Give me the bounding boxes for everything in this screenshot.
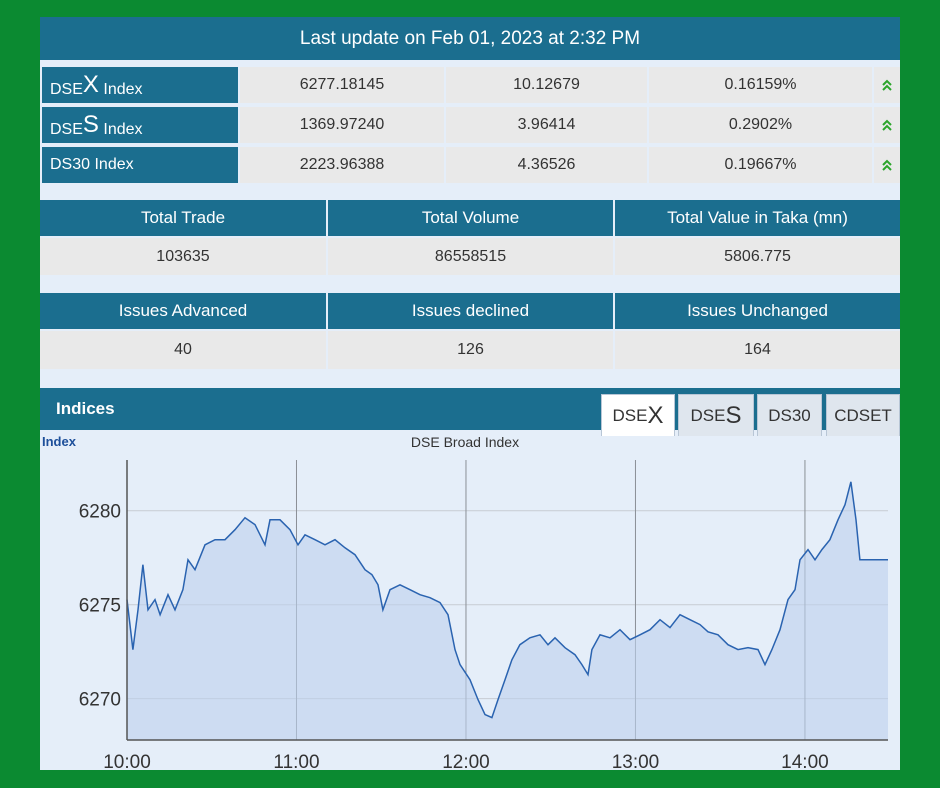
table-value: 40: [40, 331, 326, 369]
line: [126, 481, 888, 719]
table-value: 126: [328, 331, 613, 369]
chart-title: DSE Broad Index: [411, 434, 519, 450]
arrow-icon: [882, 79, 892, 91]
chart-tab[interactable]: DSE S: [678, 394, 754, 436]
table-header: Issues Advanced: [40, 293, 326, 329]
y-tick-label: 6275: [79, 596, 121, 617]
index-percent: 0.2902%: [649, 107, 872, 143]
arrow-icon: [882, 119, 892, 131]
x-tick-label: 10:00: [103, 752, 151, 770]
label-part: Index: [98, 121, 143, 138]
table-header: Total Trade: [40, 200, 326, 236]
header-bar: Last update on Feb 01, 2023 at 2:32 PM: [40, 17, 900, 60]
chart-tab[interactable]: CDSET: [826, 394, 900, 436]
y-tick-label: 6270: [79, 690, 121, 711]
label-part: X: [82, 71, 99, 98]
table-value: 5806.775: [615, 238, 900, 275]
index-label: DS30 Index: [42, 147, 238, 183]
area: [127, 481, 888, 740]
index-change: 10.12679: [446, 67, 647, 103]
label-part: DSE: [50, 81, 83, 98]
table-header: Issues Unchanged: [615, 293, 900, 329]
table-value: 164: [615, 331, 900, 369]
table-header: Issues declined: [328, 293, 613, 329]
y-tick-label: 6280: [79, 502, 121, 523]
x-tick-label: 13:00: [612, 752, 660, 770]
label-part: DSE: [612, 405, 648, 425]
label-part: S: [82, 111, 99, 138]
up-arrow: [874, 67, 900, 103]
index-value: 1369.97240: [240, 107, 444, 143]
table-value: 86558515: [328, 238, 613, 275]
label-part: DS30: [768, 405, 811, 425]
index-change: 3.96414: [446, 107, 647, 143]
index-value: 6277.18145: [240, 67, 444, 103]
x-tick-label: 12:00: [442, 752, 490, 770]
index-label: DSE X Index: [42, 67, 238, 103]
label-part: DSE: [690, 405, 726, 425]
index-label: DSE S Index: [42, 107, 238, 143]
index-percent: 0.19667%: [649, 147, 872, 183]
index-value: 2223.96388: [240, 147, 444, 183]
label-part: DS30 Index: [50, 156, 134, 173]
indices-bar: Indices: [40, 388, 900, 430]
label-part: DSE: [50, 121, 83, 138]
x-tick-label: 11:00: [273, 752, 319, 770]
up-arrow: [874, 147, 900, 183]
label-part: Index: [98, 81, 143, 98]
chart-tab[interactable]: DSE X: [601, 394, 675, 436]
index-percent: 0.16159%: [649, 67, 872, 103]
arrow-icon: [882, 159, 892, 171]
up-arrow: [874, 107, 900, 143]
y-axis-label: Index: [42, 434, 77, 449]
table-header: Total Volume: [328, 200, 613, 236]
label-part: X: [647, 401, 664, 429]
index-change: 4.36526: [446, 147, 647, 183]
x-tick-label: 14:00: [781, 752, 829, 770]
chart-tab[interactable]: DS30: [757, 394, 822, 436]
label-part: CDSET: [834, 405, 892, 425]
table-value: 103635: [40, 238, 326, 275]
label-part: S: [725, 401, 742, 429]
table-header: Total Value in Taka (mn): [615, 200, 900, 236]
chart: Index DSE Broad Index 6270 6275 6280 10:00 11:…: [42, 434, 888, 770]
